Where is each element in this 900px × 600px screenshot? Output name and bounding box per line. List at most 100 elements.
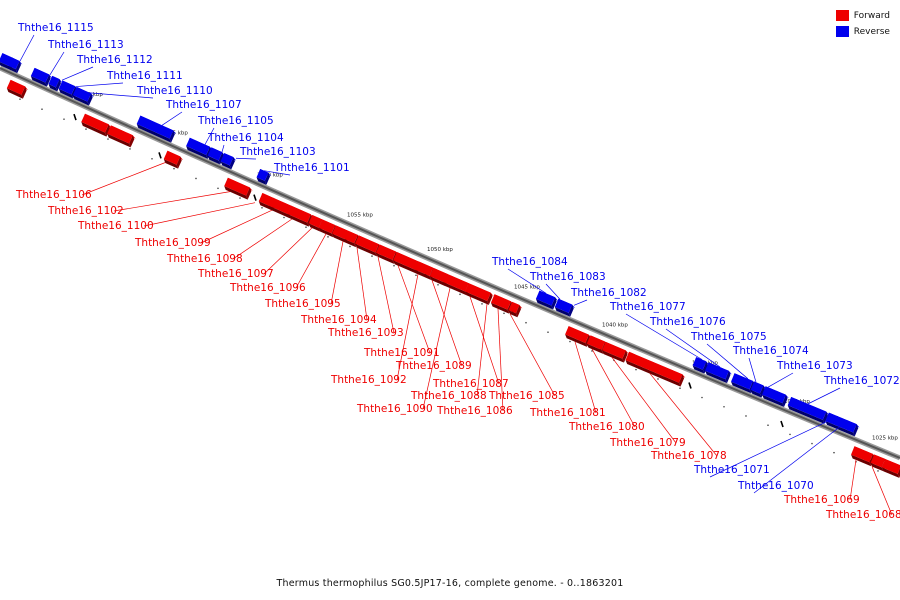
forward-gene-feature[interactable] [429, 267, 451, 287]
scale-dot [767, 424, 769, 426]
gene-label[interactable]: Ththe16_1092 [330, 374, 407, 386]
gene-label[interactable]: Ththe16_1106 [15, 189, 92, 201]
gene-label[interactable]: Ththe16_1102 [47, 205, 124, 217]
forward-gene-feature[interactable] [106, 125, 136, 148]
gene-label[interactable]: Ththe16_1098 [166, 253, 243, 265]
gene-label[interactable]: Ththe16_1096 [229, 282, 306, 294]
reverse-gene-feature[interactable] [47, 75, 63, 92]
gene-label[interactable]: Ththe16_1091 [363, 347, 440, 359]
gene-label[interactable]: Ththe16_1086 [436, 405, 513, 417]
scale-dot [481, 303, 483, 305]
gene-label[interactable]: Ththe16_1112 [76, 54, 153, 66]
gene-label[interactable]: Ththe16_1077 [609, 301, 686, 313]
forward-gene-feature[interactable] [268, 197, 295, 219]
gene-label[interactable]: Ththe16_1104 [207, 132, 284, 144]
gene-label[interactable]: Ththe16_1076 [649, 316, 726, 328]
reverse-gene-feature[interactable] [824, 412, 860, 437]
gene-label[interactable]: Ththe16_1073 [776, 360, 853, 372]
forward-gene-feature[interactable] [163, 150, 184, 169]
scale-dot [19, 98, 21, 100]
gene-label[interactable]: Ththe16_1090 [356, 403, 433, 415]
reverse-gene-feature[interactable] [692, 357, 710, 374]
gene-label[interactable]: Ththe16_1087 [432, 378, 509, 390]
reverse-gene-feature[interactable] [787, 397, 830, 424]
forward-gene-feature[interactable] [464, 283, 494, 305]
forward-gene-feature[interactable] [850, 446, 877, 467]
scale-dot [833, 451, 835, 454]
reverse-gene-feature[interactable] [255, 169, 272, 185]
gene-label[interactable]: Ththe16_1101 [273, 162, 350, 174]
gene-label[interactable]: Ththe16_1099 [134, 237, 211, 249]
reverse-gene-feature[interactable] [761, 386, 790, 408]
gene-label[interactable]: Ththe16_1079 [609, 437, 686, 449]
forward-gene-feature[interactable] [601, 341, 630, 363]
forward-gene-feature[interactable] [223, 177, 253, 200]
gene-label[interactable]: Ththe16_1111 [106, 70, 183, 82]
scale-dot [525, 321, 527, 324]
gene-label[interactable]: Ththe16_1083 [529, 271, 606, 283]
reverse-gene-feature[interactable] [219, 153, 237, 170]
forward-gene-feature[interactable] [375, 244, 400, 264]
gene-label[interactable]: Ththe16_1100 [77, 220, 154, 232]
gene-label[interactable]: Ththe16_1081 [529, 407, 606, 419]
scale-dot [877, 470, 879, 472]
forward-gene-feature[interactable] [564, 326, 593, 347]
gene-label[interactable]: Ththe16_1093 [327, 327, 404, 339]
scale-tick-mark [688, 382, 692, 389]
forward-gene-feature[interactable] [624, 351, 686, 387]
reverse-gene-feature[interactable] [749, 381, 767, 398]
gene-label[interactable]: Ththe16_1071 [693, 464, 770, 476]
reverse-gene-feature[interactable] [136, 115, 177, 143]
reverse-gene-feature[interactable] [730, 373, 757, 394]
leader-line [263, 227, 313, 275]
scale-tick-mark [158, 152, 162, 159]
forward-gene-feature[interactable] [80, 113, 112, 137]
forward-gene-feature[interactable] [507, 301, 523, 318]
gene-label[interactable]: Ththe16_1085 [488, 390, 565, 402]
gene-label[interactable]: Ththe16_1103 [239, 146, 316, 158]
reverse-gene-feature[interactable] [704, 362, 733, 384]
gene-label[interactable]: Ththe16_1084 [491, 256, 568, 268]
gene-label[interactable]: Ththe16_1089 [395, 360, 472, 372]
gene-label[interactable]: Ththe16_1080 [568, 421, 645, 433]
forward-gene-feature[interactable] [331, 225, 361, 248]
gene-label[interactable]: Ththe16_1082 [570, 287, 647, 299]
gene-label[interactable]: Ththe16_1070 [737, 480, 814, 492]
gene-label[interactable]: Ththe16_1094 [300, 314, 377, 326]
reverse-gene-feature[interactable] [206, 147, 226, 165]
gene-label[interactable]: Ththe16_1088 [410, 390, 487, 402]
gene-label[interactable]: Ththe16_1078 [650, 450, 727, 462]
gene-label[interactable]: Ththe16_1110 [136, 85, 213, 97]
gene-label[interactable]: Ththe16_1095 [264, 298, 341, 310]
forward-gene-feature[interactable] [6, 79, 29, 99]
scale-tick-label: 1060 kbp [257, 173, 283, 179]
reverse-gene-feature[interactable] [30, 67, 53, 87]
reverse-gene-feature[interactable] [535, 290, 559, 310]
scale-dot [437, 283, 439, 286]
forward-gene-feature[interactable] [490, 294, 515, 314]
reverse-gene-feature[interactable] [7, 57, 23, 74]
scale-tick-label: 1050 kbp [427, 247, 453, 253]
gene-label[interactable]: Ththe16_1107 [165, 99, 242, 111]
forward-gene-feature[interactable] [414, 261, 437, 280]
gene-label[interactable]: Ththe16_1113 [47, 39, 124, 51]
forward-gene-feature[interactable] [286, 205, 315, 227]
gene-label[interactable]: Ththe16_1072 [823, 375, 900, 387]
forward-gene-feature[interactable] [881, 459, 900, 478]
reverse-gene-feature[interactable] [72, 86, 95, 106]
leader-line [113, 191, 231, 212]
leader-line [767, 372, 794, 388]
gene-label[interactable]: Ththe16_1097 [197, 268, 274, 280]
reverse-gene-feature[interactable] [554, 298, 576, 317]
scale-dot [547, 331, 549, 333]
gene-label[interactable]: Ththe16_1105 [197, 115, 274, 127]
scale-dot [789, 433, 791, 436]
reverse-gene-feature[interactable] [185, 137, 214, 160]
gene-label[interactable]: Ththe16_1075 [690, 331, 767, 343]
gene-label[interactable]: Ththe16_1069 [783, 494, 860, 506]
gene-label[interactable]: Ththe16_1074 [732, 345, 809, 357]
legend-forward-label: Forward [853, 10, 890, 21]
gene-label[interactable]: Ththe16_1068 [825, 509, 900, 521]
forward-gene-feature[interactable] [870, 454, 889, 472]
gene-label[interactable]: Ththe16_1115 [17, 22, 94, 34]
